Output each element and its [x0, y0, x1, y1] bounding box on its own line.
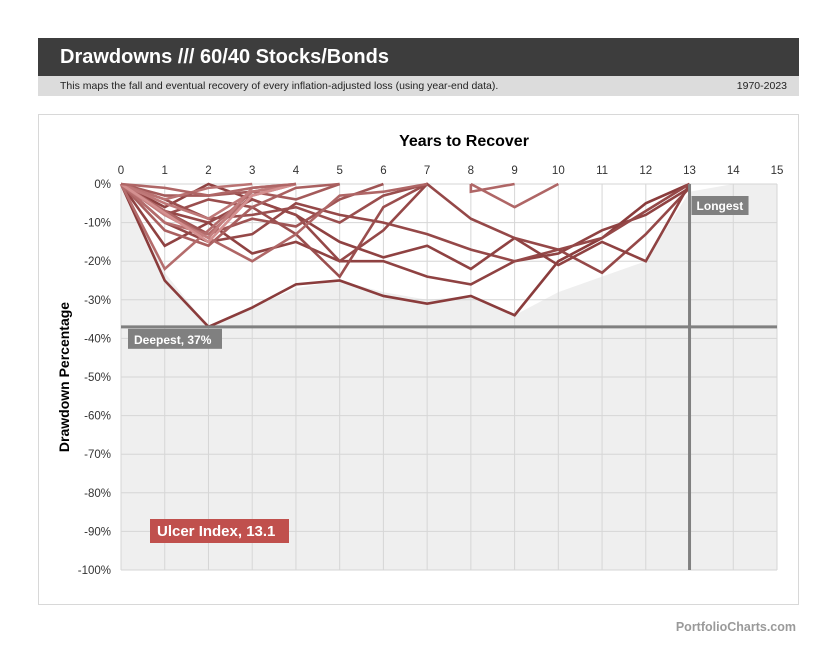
x-tick-label: 0 — [118, 165, 124, 177]
ulcer-index-label: Ulcer Index, 13.1 — [157, 523, 275, 540]
page-title: Drawdowns /// 60/40 Stocks/Bonds — [60, 46, 389, 68]
x-tick-label: 2 — [205, 165, 211, 177]
drawdown-line — [120, 182, 253, 201]
y-tick-label: -10% — [84, 218, 111, 230]
x-tick-label: 9 — [511, 165, 517, 177]
longest-label: Longest — [697, 199, 744, 213]
x-tick-label: 1 — [162, 165, 168, 177]
drawdown-line — [469, 182, 515, 194]
x-tick-label: 11 — [596, 165, 608, 177]
drawdown-line — [470, 182, 559, 209]
x-tick-label: 13 — [683, 165, 696, 177]
chart-description: This maps the fall and eventual recovery… — [60, 80, 499, 92]
y-tick-label: -70% — [84, 449, 111, 461]
ulcer-badge — [150, 519, 289, 543]
y-tick-label: -90% — [84, 526, 111, 538]
y-tick-label: -20% — [84, 256, 111, 268]
drawdown-line — [120, 182, 341, 201]
y-tick-label: -40% — [84, 333, 111, 345]
x-tick-label: 15 — [771, 165, 784, 177]
brand-footer: PortfolioCharts.com — [675, 620, 796, 634]
x-tick-label: 5 — [336, 165, 342, 177]
drawdown-line — [120, 182, 340, 248]
drawdown-line — [120, 182, 297, 221]
drawdown-line — [120, 182, 297, 197]
y-tick-label: -30% — [84, 295, 111, 307]
title-bar: Drawdowns /// 60/40 Stocks/Bonds — [38, 38, 799, 76]
x-tick-label: 8 — [468, 165, 474, 177]
drawdown-line — [120, 182, 428, 225]
y-tick-label: 0% — [94, 179, 111, 191]
drawdown-line — [119, 182, 691, 329]
y-tick-label: -60% — [84, 411, 111, 423]
drawdown-line — [120, 182, 297, 244]
drawdown-line — [120, 182, 428, 279]
chart-title: Years to Recover — [399, 133, 529, 150]
subtitle-bar: This maps the fall and eventual recovery… — [38, 76, 799, 96]
deepest-badge — [128, 328, 222, 349]
date-range: 1970-2023 — [736, 80, 787, 92]
x-tick-label: 7 — [424, 165, 430, 177]
y-tick-label: -100% — [78, 565, 111, 577]
x-tick-label: 6 — [380, 165, 386, 177]
x-tick-label: 10 — [552, 165, 565, 177]
x-tick-label: 3 — [249, 165, 255, 177]
y-tick-label: -80% — [84, 488, 111, 500]
x-tick-label: 12 — [639, 165, 652, 177]
longest-badge — [691, 196, 749, 215]
x-tick-label: 4 — [293, 165, 300, 177]
y-tick-label: -50% — [84, 372, 111, 384]
deepest-label: Deepest, 37% — [134, 333, 212, 347]
y-axis-label: Drawdown Percentage — [56, 302, 72, 452]
x-tick-label: 14 — [727, 165, 740, 177]
